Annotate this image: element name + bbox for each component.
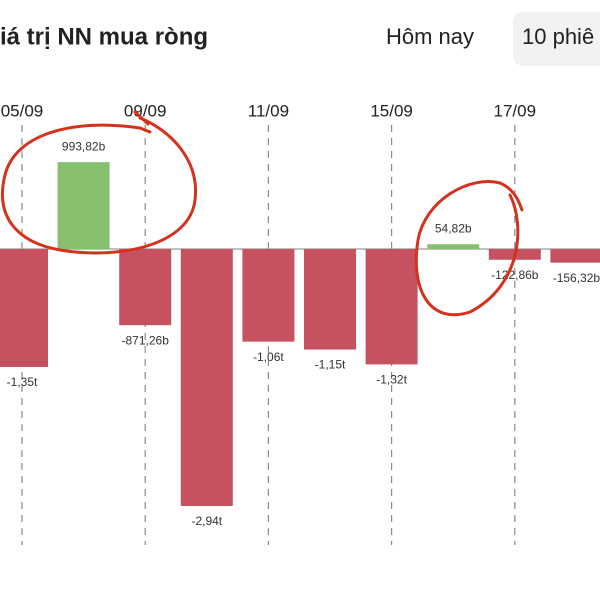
bar xyxy=(304,249,356,350)
value-label: -1,35t xyxy=(7,375,38,389)
value-label: 54,82b xyxy=(435,221,472,235)
value-label: -1,32t xyxy=(376,373,407,387)
bar xyxy=(180,249,233,506)
x-tick-label: 17/09 xyxy=(494,101,537,120)
bar xyxy=(57,162,110,249)
chart-title: iá trị NN mua ròng xyxy=(0,23,208,50)
value-label: -2,94t xyxy=(191,514,222,528)
tab-selected-bg[interactable] xyxy=(513,12,600,66)
bar xyxy=(427,244,480,249)
tab-today[interactable]: Hôm nay xyxy=(386,24,474,49)
annotation-circle xyxy=(414,180,524,317)
value-label: 993,82b xyxy=(62,139,106,153)
bar xyxy=(119,249,172,326)
value-label: -156,32b xyxy=(553,271,600,285)
value-label: -1,06t xyxy=(253,350,284,364)
bar xyxy=(550,249,600,263)
x-tick-label: 05/09 xyxy=(1,101,44,120)
bar xyxy=(242,249,295,342)
x-tick-label: 11/09 xyxy=(248,101,289,120)
value-label: -122,86b xyxy=(491,268,539,282)
bar xyxy=(0,249,48,368)
value-label: -871,26b xyxy=(122,333,170,347)
tab-ten-sessions[interactable]: 10 phiê xyxy=(522,24,594,49)
annotation-circle xyxy=(0,110,198,255)
value-label: -1,15t xyxy=(315,358,346,372)
x-tick-label: 09/09 xyxy=(124,101,167,120)
x-tick-label: 15/09 xyxy=(370,101,413,120)
bar xyxy=(365,249,418,365)
